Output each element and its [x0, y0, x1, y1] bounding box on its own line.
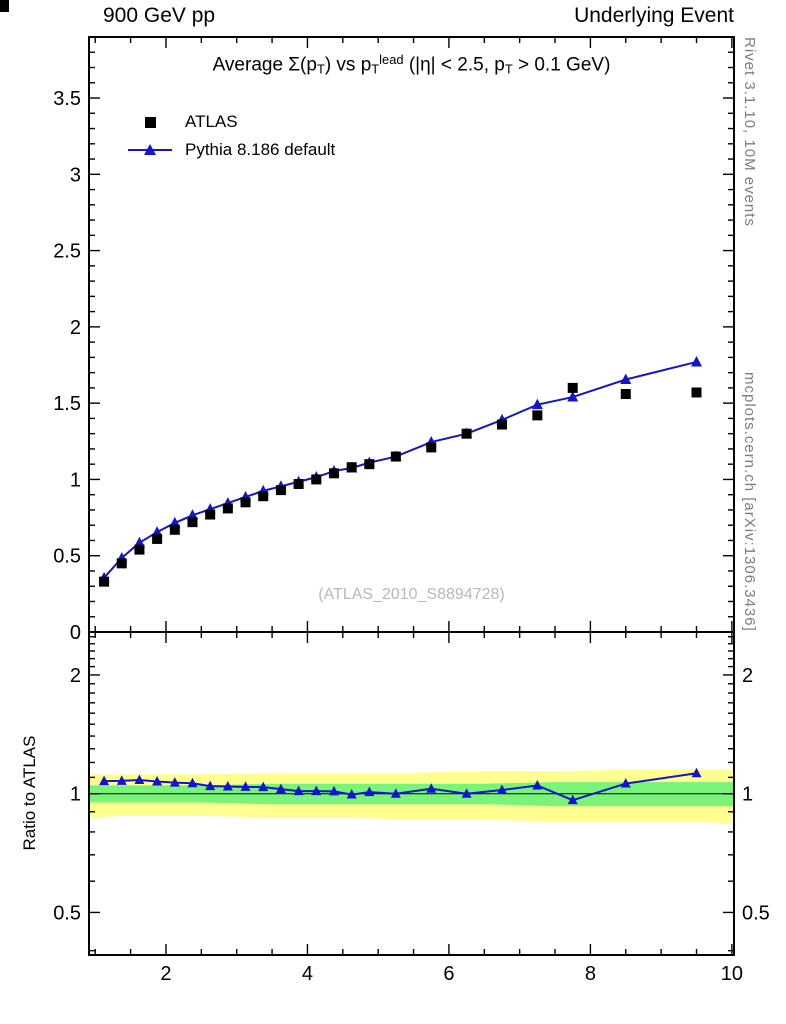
svg-text:4: 4: [302, 963, 313, 985]
ratio-series: [99, 767, 702, 805]
svg-text:2: 2: [160, 963, 171, 985]
observable-group-label: Underlying Event: [574, 4, 734, 27]
svg-text:6: 6: [443, 963, 454, 985]
legend-row-atlas: ATLAS: [128, 108, 335, 136]
svg-text:8: 8: [585, 963, 596, 985]
svg-text:0: 0: [70, 622, 81, 644]
svg-text:2: 2: [742, 665, 753, 687]
pythia-marker-icon: [128, 144, 172, 156]
svg-text:1: 1: [70, 784, 81, 806]
svg-text:3.5: 3.5: [53, 88, 81, 110]
svg-text:2: 2: [70, 317, 81, 339]
svg-text:10: 10: [721, 963, 743, 985]
svg-text:1: 1: [742, 784, 753, 806]
plot-title: Average Σ(pT) vs pTlead (|η| < 2.5, pT >…: [212, 52, 611, 77]
corner-artifact: [0, 0, 9, 12]
svg-text:0.5: 0.5: [53, 546, 81, 568]
legend: ATLAS Pythia 8.186 default: [128, 108, 335, 164]
mcplots-reference-label: mcplots.cern.ch [arXiv:1306.3436]: [741, 372, 758, 632]
svg-text:2: 2: [70, 665, 81, 687]
svg-text:0.5: 0.5: [53, 902, 81, 924]
svg-text:0.5: 0.5: [742, 902, 770, 924]
svg-text:2.5: 2.5: [53, 241, 81, 263]
svg-text:1.5: 1.5: [53, 393, 81, 415]
atlas-legend-label: ATLAS: [185, 112, 238, 131]
analysis-watermark: (ATLAS_2010_S8894728): [318, 586, 505, 603]
pythia-legend-label: Pythia 8.186 default: [185, 140, 336, 159]
atlas-marker-icon: [128, 116, 172, 128]
uncertainty-bands: [89, 769, 734, 824]
rivet-version-label: Rivet 3.1.10, 10M events: [741, 37, 758, 227]
panel-frames: [88, 36, 735, 956]
pythia-series: [98, 355, 703, 583]
beam-energy-label: 900 GeV pp: [103, 4, 216, 27]
legend-row-pythia: Pythia 8.186 default: [128, 136, 335, 164]
svg-text:3: 3: [70, 164, 81, 186]
atlas-series: [99, 382, 702, 587]
svg-text:1: 1: [70, 469, 81, 491]
axis-ticks: [90, 38, 733, 954]
axis-labels: 0 0.5 1 1.5 2 2.5 3 3.5 0.5 0.5 1 1 2 2 2 4 6 8 10: [53, 88, 770, 985]
